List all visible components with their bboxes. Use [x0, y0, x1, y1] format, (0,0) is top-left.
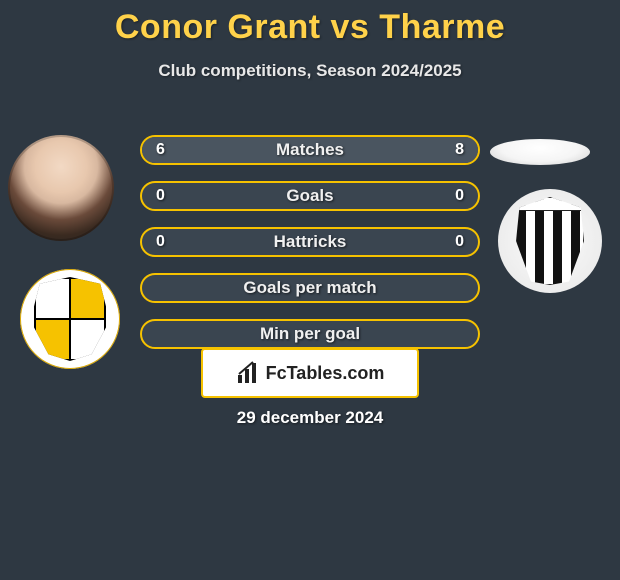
date-label: 29 december 2024	[0, 408, 620, 428]
grimsby-shield-icon	[516, 197, 584, 285]
brand-box: FcTables.com	[201, 348, 419, 398]
stat-bars: 68Matches 00Goals 00Hattricks Goals per mat…	[140, 135, 480, 365]
stat-label: Hattricks	[142, 229, 478, 255]
port-vale-shield-icon	[34, 277, 106, 361]
brand-label: FcTables.com	[266, 363, 385, 384]
player-left-photo	[8, 135, 114, 241]
subtitle: Club competitions, Season 2024/2025	[0, 61, 620, 81]
bar-chart-icon	[236, 361, 260, 385]
player-right-photo	[490, 139, 590, 165]
stat-label: Matches	[142, 137, 478, 163]
club-left-badge	[20, 269, 120, 369]
stat-row: 68Matches	[140, 135, 480, 165]
stat-label: Goals per match	[142, 275, 478, 301]
stat-row: 00Goals	[140, 181, 480, 211]
stat-label: Goals	[142, 183, 478, 209]
page-title: Conor Grant vs Tharme	[0, 0, 620, 47]
stat-row: 00Hattricks	[140, 227, 480, 257]
club-right-badge	[498, 189, 602, 293]
stat-row: Goals per match	[140, 273, 480, 303]
stat-label: Min per goal	[142, 321, 478, 347]
stat-row: Min per goal	[140, 319, 480, 349]
